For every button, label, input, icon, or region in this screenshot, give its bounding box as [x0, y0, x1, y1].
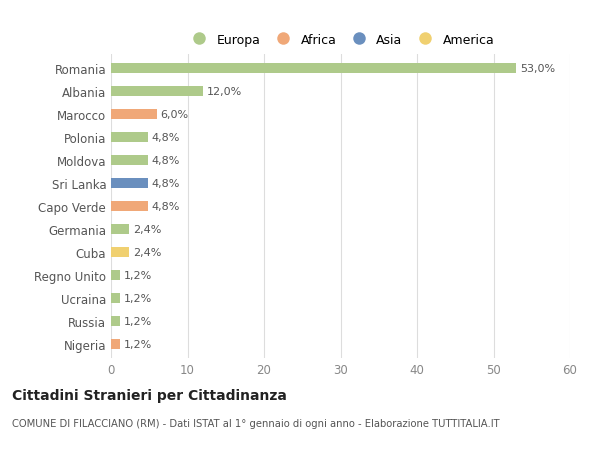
Text: 12,0%: 12,0%	[206, 87, 242, 97]
Bar	[111, 293, 120, 303]
Bar	[111, 270, 120, 280]
Bar	[111, 247, 130, 257]
Bar	[111, 202, 148, 212]
Text: 4,8%: 4,8%	[152, 179, 180, 189]
Text: 1,2%: 1,2%	[124, 293, 152, 303]
Legend: Europa, Africa, Asia, America: Europa, Africa, Asia, America	[184, 31, 497, 49]
Bar	[111, 87, 203, 97]
Bar	[111, 64, 517, 74]
Bar	[111, 224, 130, 235]
Bar	[111, 133, 148, 143]
Text: 2,4%: 2,4%	[133, 247, 161, 257]
Bar	[111, 110, 157, 120]
Text: 4,8%: 4,8%	[152, 133, 180, 143]
Text: 4,8%: 4,8%	[152, 202, 180, 212]
Text: 4,8%: 4,8%	[152, 156, 180, 166]
Text: 6,0%: 6,0%	[161, 110, 189, 120]
Bar	[111, 316, 120, 326]
Text: COMUNE DI FILACCIANO (RM) - Dati ISTAT al 1° gennaio di ogni anno - Elaborazione: COMUNE DI FILACCIANO (RM) - Dati ISTAT a…	[12, 418, 500, 428]
Text: Cittadini Stranieri per Cittadinanza: Cittadini Stranieri per Cittadinanza	[12, 388, 287, 402]
Bar	[111, 179, 148, 189]
Text: 1,2%: 1,2%	[124, 339, 152, 349]
Text: 1,2%: 1,2%	[124, 316, 152, 326]
Text: 53,0%: 53,0%	[520, 64, 556, 74]
Bar	[111, 156, 148, 166]
Text: 2,4%: 2,4%	[133, 224, 161, 235]
Bar	[111, 339, 120, 349]
Text: 1,2%: 1,2%	[124, 270, 152, 280]
